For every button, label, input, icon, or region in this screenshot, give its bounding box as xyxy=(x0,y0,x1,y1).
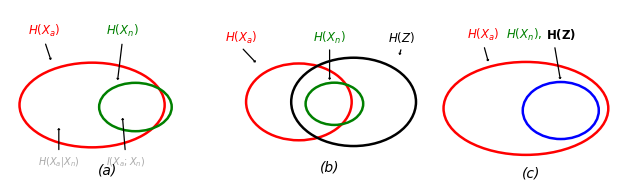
Text: $H(X_n)$,: $H(X_n)$, xyxy=(506,26,541,43)
Text: $H(X_a)$: $H(X_a)$ xyxy=(467,26,500,43)
Text: $\mathbf{H(Z)}$: $\mathbf{H(Z)}$ xyxy=(546,27,576,42)
Text: (b): (b) xyxy=(320,160,339,174)
Text: $H(X_a)$: $H(X_a)$ xyxy=(28,23,61,39)
Text: (c): (c) xyxy=(522,167,540,181)
Text: $H(Z)$: $H(Z)$ xyxy=(388,30,415,45)
Text: $H(X_a)$: $H(X_a)$ xyxy=(225,30,257,46)
Text: $H(X_a|X_n)$: $H(X_a|X_n)$ xyxy=(38,155,80,170)
Text: (a): (a) xyxy=(97,163,117,178)
Text: $H(X_n)$: $H(X_n)$ xyxy=(313,30,346,46)
Text: $I(X_a; X_n)$: $I(X_a; X_n)$ xyxy=(106,156,145,169)
Text: $H(X_n)$: $H(X_n)$ xyxy=(106,23,139,39)
